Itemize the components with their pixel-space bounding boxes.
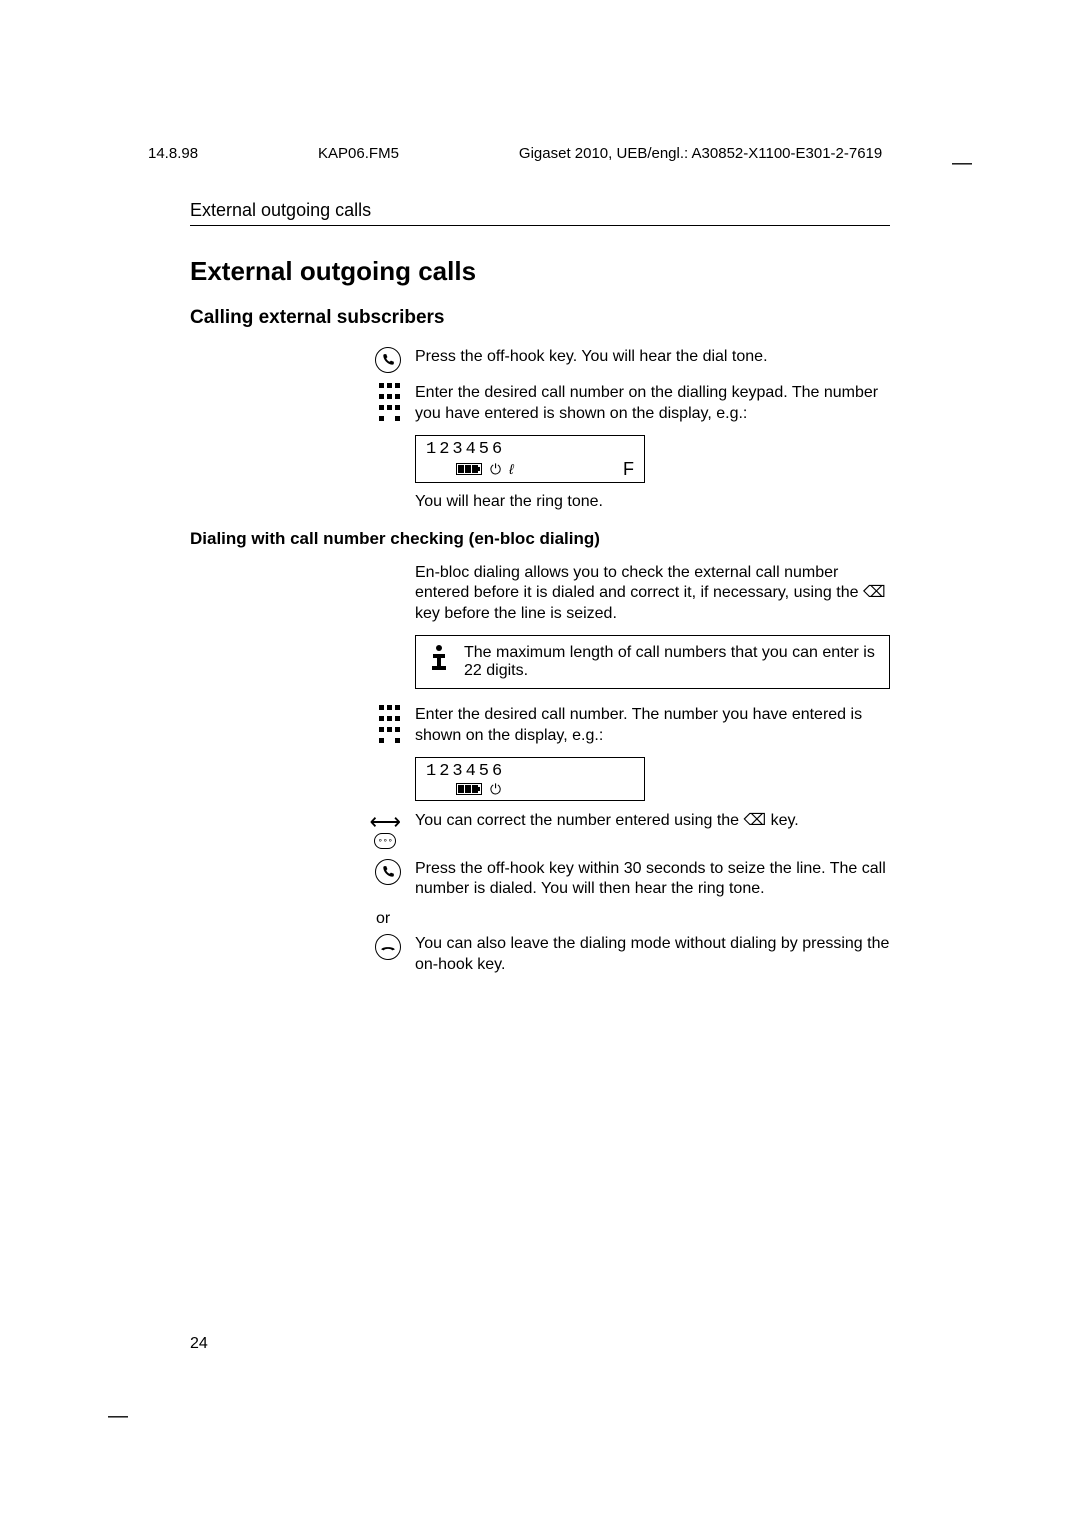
crop-mark: — <box>108 1405 128 1428</box>
step-text: En-bloc dialing allows you to check the … <box>415 563 890 625</box>
step-row: Press the off-hook key. You will hear th… <box>190 347 890 373</box>
step-row: Enter the desired call number. The numbe… <box>190 705 890 747</box>
keypad-icon <box>379 383 401 425</box>
header-ref: Gigaset 2010, UEB/engl.: A30852-X1100-E3… <box>519 145 882 162</box>
display-digits: 123456 <box>426 762 634 781</box>
display-f: F <box>623 459 634 480</box>
battery-icon <box>456 463 482 475</box>
step-row: You can also leave the dialing mode with… <box>190 934 890 976</box>
battery-icon <box>456 783 482 795</box>
or-label: or <box>376 910 890 928</box>
handset-small-icon: ℓ <box>509 461 514 477</box>
info-text: The maximum length of call numbers that … <box>464 644 877 680</box>
section-heading: Dialing with call number checking (en-bl… <box>190 529 890 549</box>
step-text: Press the off-hook key within 30 seconds… <box>415 859 890 901</box>
running-head: External outgoing calls <box>190 200 890 221</box>
rule <box>190 225 890 226</box>
info-icon <box>428 644 450 676</box>
page-title: External outgoing calls <box>190 256 890 287</box>
power-icon: ⏻ <box>490 781 501 798</box>
on-hook-icon <box>375 934 401 960</box>
off-hook-icon <box>375 347 401 373</box>
step-text: You can also leave the dialing mode with… <box>415 934 890 976</box>
header-file: KAP06.FM5 <box>318 145 399 162</box>
step-text: Enter the desired call number. The numbe… <box>415 705 890 747</box>
step-text: Enter the desired call number on the dia… <box>415 383 890 425</box>
page-body: External outgoing calls External outgoin… <box>190 200 890 986</box>
step-text: You will hear the ring tone. <box>415 493 890 511</box>
print-header: 14.8.98 KAP06.FM5 Gigaset 2010, UEB/engl… <box>148 145 932 162</box>
header-date: 14.8.98 <box>148 145 198 162</box>
step-text: You can correct the number entered using… <box>415 811 890 849</box>
section-heading: Calling external subscribers <box>190 307 890 329</box>
keypad-icon <box>379 705 401 747</box>
page-number: 24 <box>190 1335 208 1353</box>
info-box: The maximum length of call numbers that … <box>415 635 890 689</box>
display-box: 123456 ⏻ <box>415 757 645 801</box>
step-row: En-bloc dialing allows you to check the … <box>190 563 890 625</box>
step-row: ⟷ ∘∘∘ You can correct the number entered… <box>190 811 890 849</box>
power-icon: ⏻ <box>490 461 501 478</box>
step-row: Enter the desired call number on the dia… <box>190 383 890 425</box>
display-digits: 123456 <box>426 440 634 459</box>
step-text: Press the off-hook key. You will hear th… <box>415 347 890 373</box>
crop-mark: — <box>952 152 972 175</box>
display-box: 123456 ⏻ ℓ F <box>415 435 645 483</box>
off-hook-icon <box>375 859 401 885</box>
step-row: Press the off-hook key within 30 seconds… <box>190 859 890 901</box>
redial-icon: ⟷ ∘∘∘ <box>369 811 401 849</box>
